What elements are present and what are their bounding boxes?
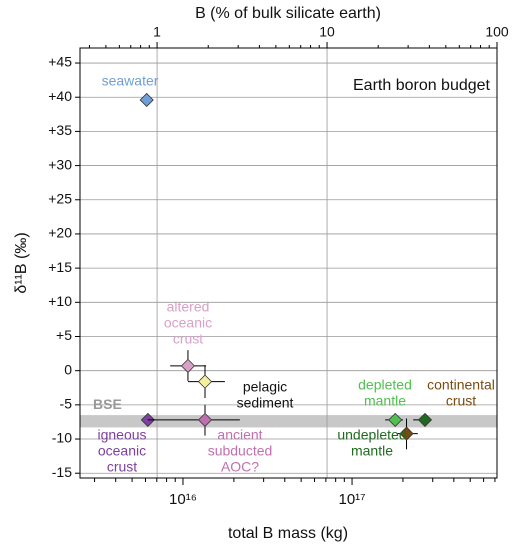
plot-frame: [79, 47, 498, 479]
chart-title: Earth boron budget: [353, 77, 491, 94]
point-label: subducted: [208, 443, 273, 459]
point-label: crust: [173, 331, 203, 347]
point-label: depleted: [358, 377, 412, 393]
y-tick-label: +15: [48, 259, 72, 275]
x-tick-label: 10¹⁶: [169, 491, 197, 508]
point: [197, 374, 213, 389]
point: [139, 92, 154, 108]
y-tick-label: +25: [48, 190, 72, 206]
point: [399, 426, 414, 441]
y-axis-label: δ¹¹B (‰): [13, 232, 30, 293]
point: [417, 412, 433, 427]
point-label: sediment: [237, 395, 294, 411]
y-tick-label: +5: [56, 327, 72, 343]
point: [388, 412, 403, 427]
point-label: oceanic: [164, 315, 212, 331]
point-label: ancient: [217, 427, 262, 443]
x2-tick-label: 100: [485, 24, 509, 40]
x2-tick-label: 1: [153, 24, 161, 40]
y-tick-label: +45: [48, 54, 72, 70]
point-label: igneous: [97, 427, 146, 443]
band-label: BSE: [93, 396, 122, 412]
point-label: mantle: [351, 443, 393, 459]
point-label: oceanic: [98, 443, 146, 459]
point-label: crust: [107, 459, 137, 475]
point-label: continental: [427, 377, 495, 393]
y-tick-label: +35: [48, 122, 72, 138]
x-axis-label: total B mass (kg): [228, 525, 348, 542]
point: [180, 358, 196, 373]
y-tick-label: -15: [52, 464, 72, 480]
y-tick-label: -5: [60, 396, 73, 412]
y-tick-label: +30: [48, 156, 72, 172]
point-label: crust: [446, 393, 476, 409]
point-label: mantle: [364, 393, 406, 409]
point-label: pelagic: [243, 379, 287, 395]
y-tick-label: +10: [48, 293, 72, 309]
point: [197, 412, 213, 427]
y-tick-label: 0: [64, 361, 72, 377]
point: [140, 412, 155, 427]
point-label: undepleted: [337, 427, 406, 443]
x2-tick-label: 10: [319, 24, 335, 40]
point-label: seawater: [102, 73, 159, 89]
y-tick-label: +40: [48, 88, 72, 104]
point-label: AOC?: [221, 459, 259, 475]
x-tick-label: 10¹⁷: [338, 491, 365, 508]
y-tick-label: +20: [48, 225, 72, 241]
point-label: altered: [167, 299, 210, 315]
x2-axis-label: B (% of bulk silicate earth): [195, 5, 381, 22]
y-tick-label: -10: [52, 430, 72, 446]
